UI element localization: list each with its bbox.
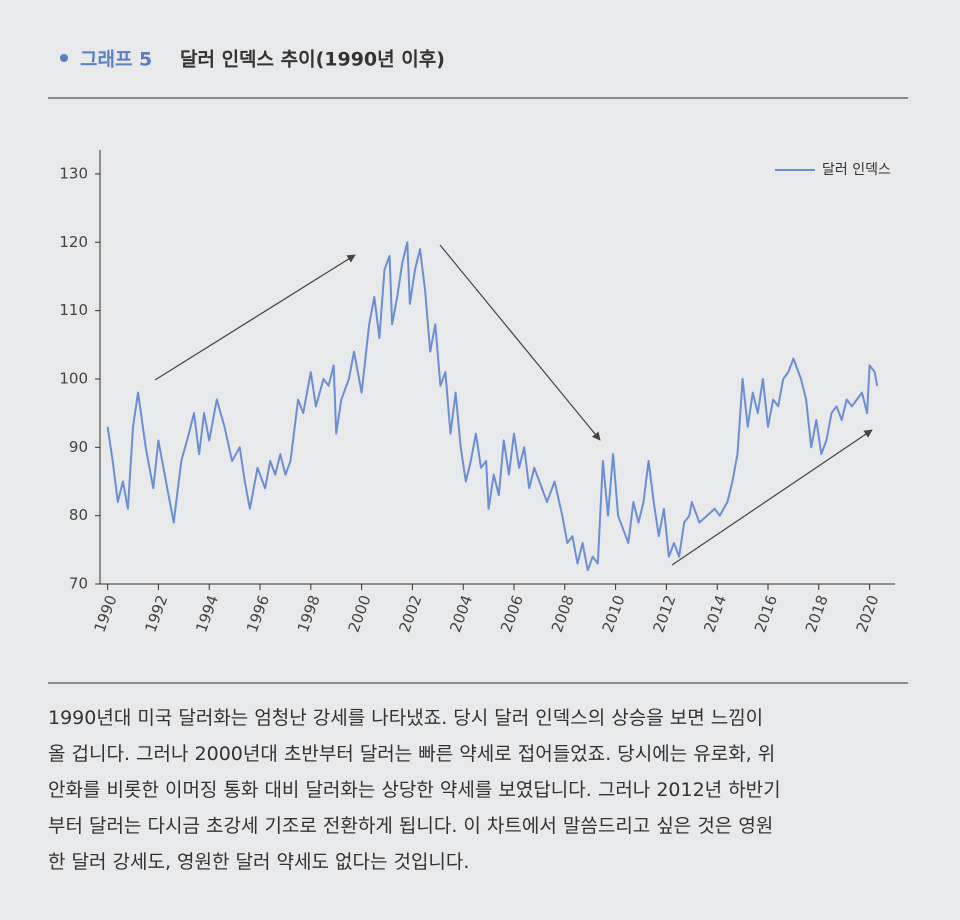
text-line: 한 달러 강세도, 영원한 달러 약세도 없다는 것입니다.	[48, 851, 470, 873]
x-tick-label: 1996	[243, 593, 273, 635]
text-line: 올 겁니다. 그러나 2000년대 초반부터 달러는 빠른 약세로 접어들었죠.…	[48, 743, 776, 765]
arrow	[439, 244, 601, 441]
text-line: 1990년대 미국 달러화는 엄청난 강세를 나타냈죠. 당시 달러 인덱스의 …	[48, 707, 764, 729]
y-tick-label: 70	[69, 575, 88, 593]
x-tick-label: 2016	[751, 593, 781, 635]
x-tick-label: 1994	[192, 593, 222, 635]
x-tick-label: 2010	[599, 593, 629, 635]
series-line	[106, 241, 879, 572]
x-tick-label: 2020	[853, 593, 883, 635]
x-tick-label: 1990	[91, 593, 121, 635]
body-text: 1990년대 미국 달러화는 엄청난 강세를 나타냈죠. 당시 달러 인덱스의 …	[48, 700, 928, 880]
y-tick-label: 100	[59, 369, 88, 387]
x-tick-label: 2002	[395, 593, 425, 635]
x-tick-label: 2014	[700, 593, 730, 635]
legend-label: 달러 인덱스	[822, 162, 891, 178]
text-line: 부터 달러는 다시금 초강세 기조로 전환하게 됩니다. 이 차트에서 말씀드리…	[48, 815, 774, 837]
y-tick-label: 110	[59, 301, 88, 319]
y-tick-label: 90	[69, 438, 88, 456]
x-tick-label: 2004	[446, 593, 476, 635]
x-tick-label: 2006	[497, 593, 527, 635]
x-tick-label: 2012	[649, 593, 679, 635]
arrow	[671, 429, 873, 566]
x-tick-label: 1992	[141, 593, 171, 635]
arrow	[154, 254, 356, 381]
x-tick-label: 2018	[802, 593, 832, 635]
chart-title: 달러 인덱스 추이(1990년 이후)	[180, 49, 445, 71]
figure-label: 그래프 5	[80, 49, 152, 71]
bullet	[60, 54, 68, 62]
y-tick-label: 120	[59, 233, 88, 251]
x-tick-label: 2000	[345, 593, 375, 635]
x-tick-label: 1998	[294, 593, 324, 635]
y-tick-label: 130	[59, 164, 88, 182]
chart: 그래프 5 달러 인덱스 추이(1990년 이후) 70 80 90 100 110 12…	[48, 49, 908, 684]
y-tick-label: 80	[69, 506, 88, 524]
x-tick-label: 2008	[548, 593, 578, 635]
text-line: 안화를 비롯한 이머징 통화 대비 달러화는 상당한 약세를 보였답니다. 그러…	[48, 779, 781, 801]
